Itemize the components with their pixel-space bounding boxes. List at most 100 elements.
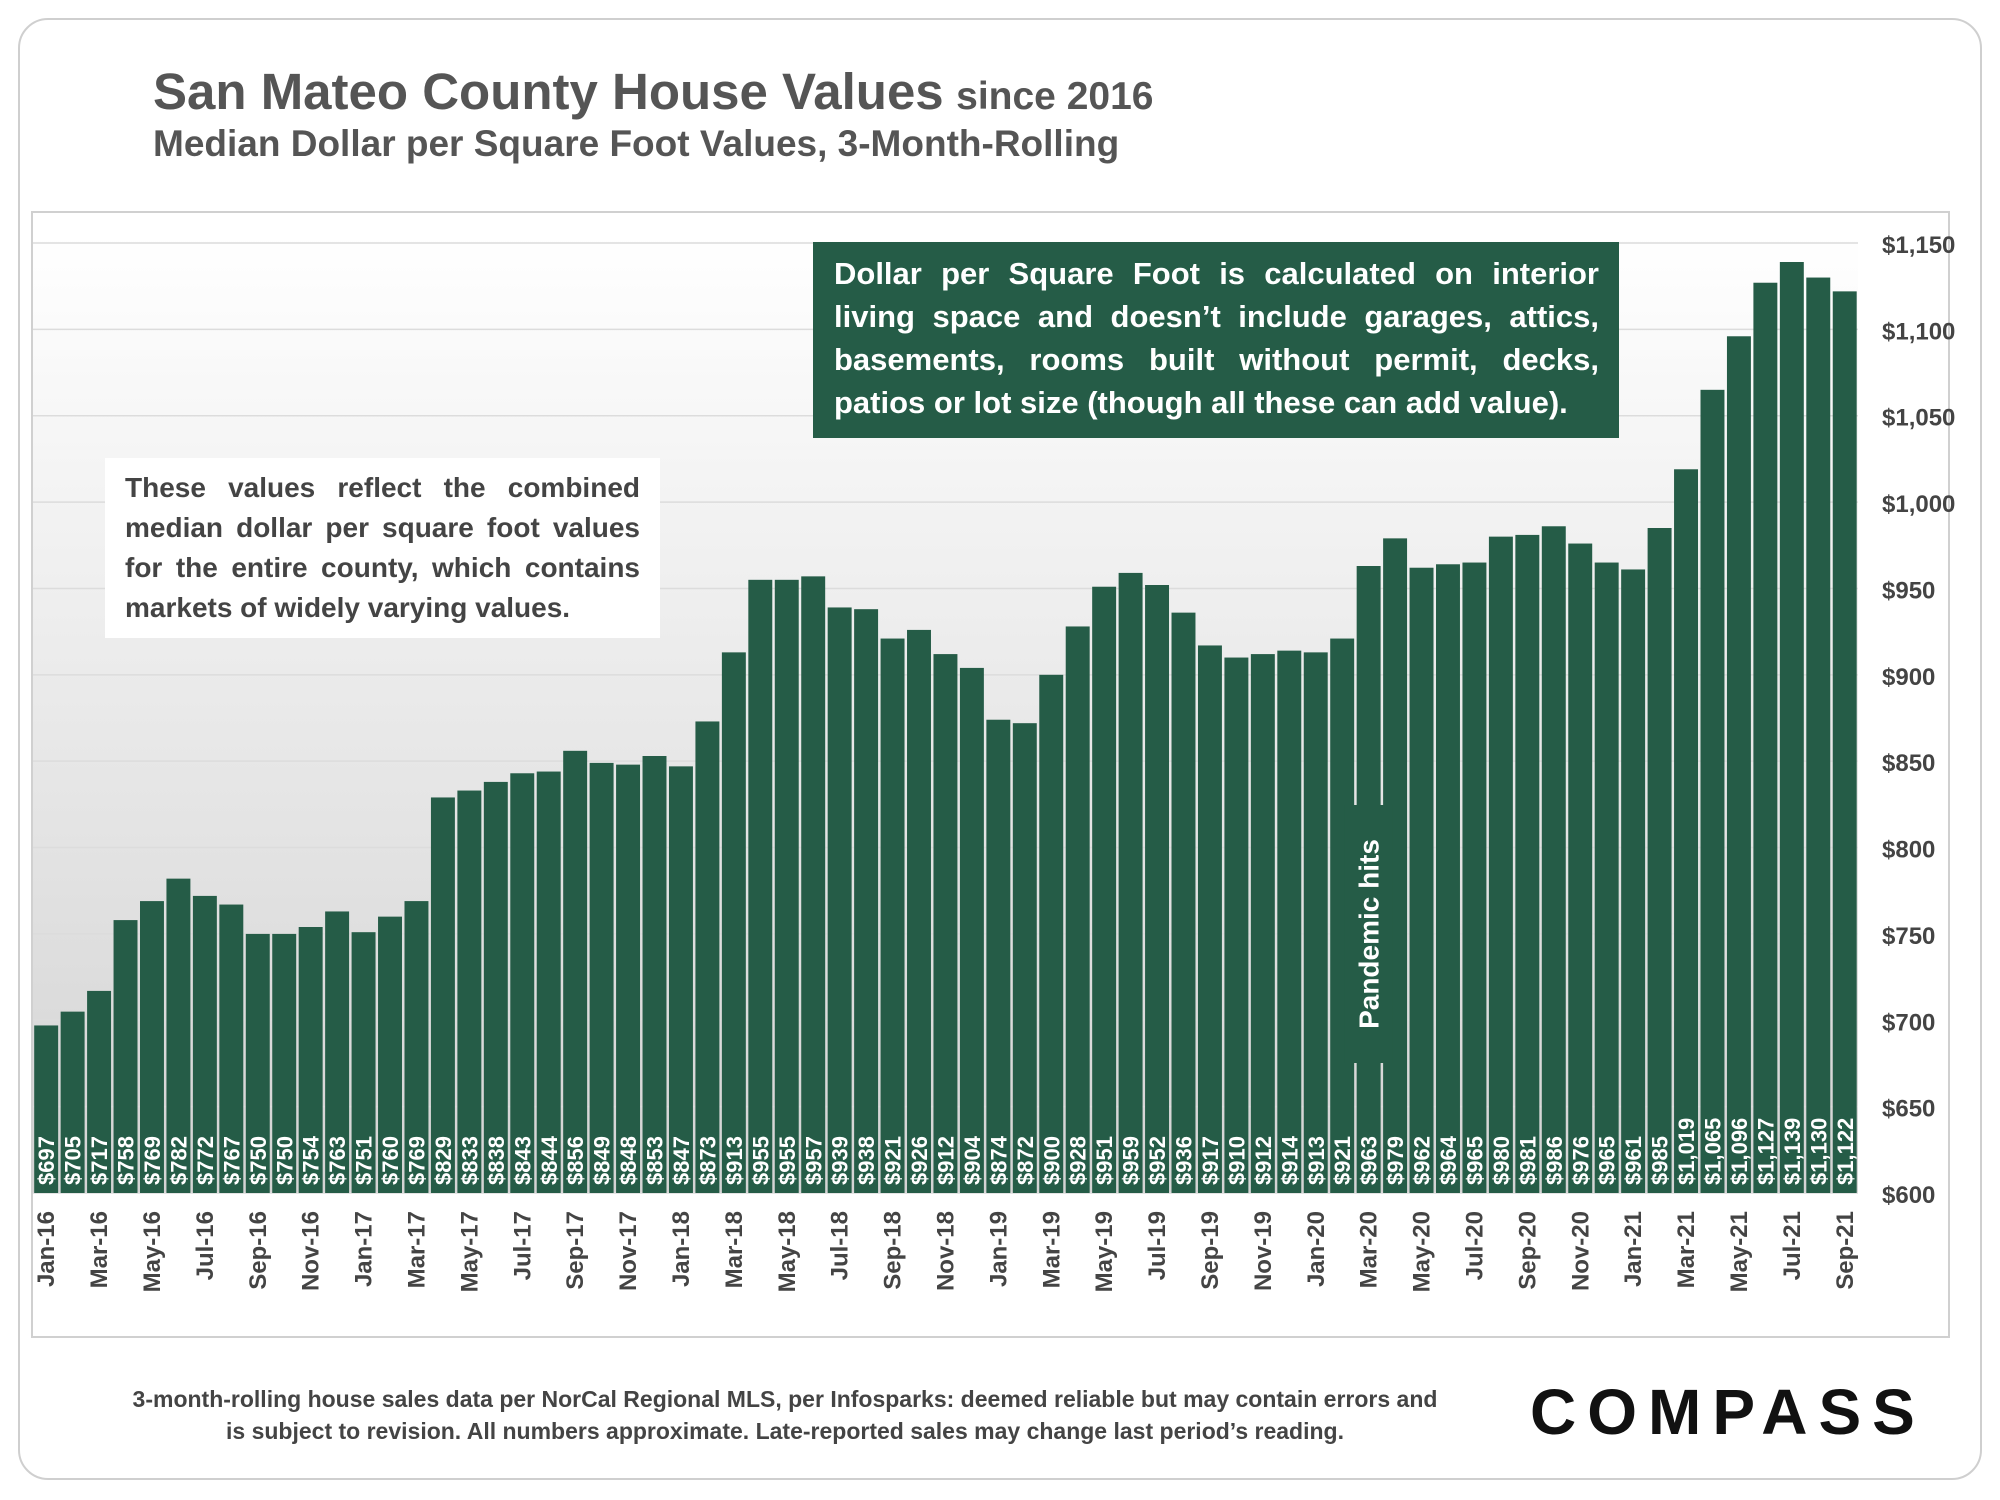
x-tick-label: May-20 bbox=[1409, 1211, 1436, 1292]
bar-value-label: $849 bbox=[590, 1136, 615, 1185]
bar bbox=[1594, 562, 1619, 1193]
bar-value-label: $1,127 bbox=[1753, 1118, 1778, 1185]
x-tick-label: Jul-19 bbox=[1144, 1211, 1171, 1280]
bar-value-label: $985 bbox=[1648, 1136, 1673, 1185]
bar bbox=[166, 878, 191, 1193]
bar bbox=[510, 773, 535, 1193]
bar-value-label: $917 bbox=[1198, 1136, 1223, 1185]
x-tick-label: Sep-21 bbox=[1832, 1211, 1859, 1290]
x-tick-label: May-17 bbox=[456, 1211, 483, 1292]
bar-value-label: $955 bbox=[775, 1136, 800, 1185]
bar bbox=[1726, 336, 1751, 1194]
bar-value-label: $938 bbox=[854, 1136, 879, 1185]
bar bbox=[1065, 626, 1090, 1193]
bar bbox=[854, 609, 879, 1193]
bar bbox=[378, 916, 402, 1193]
x-tick-label: Jan-17 bbox=[351, 1211, 378, 1287]
x-tick-label: Jan-16 bbox=[33, 1211, 60, 1287]
bar bbox=[1647, 528, 1672, 1193]
bar bbox=[1303, 652, 1328, 1193]
bar-value-label: $1,139 bbox=[1780, 1118, 1805, 1185]
bar-value-label: $847 bbox=[669, 1136, 694, 1185]
bar-value-label: $965 bbox=[1595, 1136, 1620, 1185]
bar bbox=[192, 895, 217, 1193]
bar bbox=[959, 667, 984, 1193]
bar bbox=[1118, 572, 1143, 1193]
bar-value-label: $833 bbox=[457, 1136, 482, 1185]
y-tick-label: $700 bbox=[1882, 1009, 1935, 1036]
bar bbox=[457, 790, 482, 1193]
chart-title-suffix: since 2016 bbox=[956, 75, 1154, 118]
bar-value-label: $754 bbox=[299, 1135, 324, 1185]
bar-value-label: $848 bbox=[616, 1136, 641, 1185]
x-tick-label: Jul-16 bbox=[192, 1211, 219, 1280]
bar-value-label: $981 bbox=[1515, 1136, 1540, 1185]
bar-value-label: $750 bbox=[246, 1136, 271, 1185]
bar-value-label: $697 bbox=[34, 1136, 59, 1185]
x-tick-label: Sep-17 bbox=[562, 1211, 589, 1290]
bar-value-label: $1,065 bbox=[1701, 1118, 1726, 1185]
bar bbox=[298, 927, 323, 1193]
bar bbox=[827, 607, 852, 1193]
bar-value-label: $962 bbox=[1410, 1136, 1435, 1185]
bar bbox=[272, 933, 297, 1193]
bar-value-label: $772 bbox=[193, 1136, 218, 1185]
x-tick-label: Jan-19 bbox=[985, 1211, 1012, 1287]
y-tick-label: $850 bbox=[1882, 750, 1935, 777]
bar-value-label: $926 bbox=[907, 1136, 932, 1185]
bar bbox=[801, 576, 826, 1193]
bar-value-label: $872 bbox=[1013, 1136, 1038, 1185]
bar bbox=[1621, 569, 1646, 1193]
bar bbox=[139, 901, 164, 1193]
bar-value-label: $763 bbox=[325, 1136, 350, 1185]
x-tick-label: Nov-19 bbox=[1250, 1211, 1277, 1291]
bar bbox=[483, 781, 508, 1193]
county-values-note: These values reflect the combined median… bbox=[105, 458, 660, 638]
bar bbox=[1409, 567, 1434, 1193]
y-tick-label: $800 bbox=[1882, 837, 1935, 864]
bar bbox=[1515, 534, 1540, 1193]
bar-value-label: $900 bbox=[1039, 1136, 1064, 1185]
bar bbox=[1832, 291, 1857, 1193]
x-tick-label: Jan-20 bbox=[1303, 1211, 1330, 1287]
bar bbox=[1462, 562, 1487, 1193]
x-tick-label: Sep-16 bbox=[245, 1211, 272, 1290]
x-tick-label: Sep-20 bbox=[1514, 1211, 1541, 1290]
bar-value-label: $782 bbox=[166, 1136, 191, 1185]
x-tick-label: Jul-18 bbox=[827, 1211, 854, 1280]
bar bbox=[589, 762, 614, 1193]
bar bbox=[325, 911, 350, 1193]
x-tick-label: May-18 bbox=[774, 1211, 801, 1292]
bar bbox=[933, 654, 958, 1193]
x-tick-label: Jul-21 bbox=[1779, 1211, 1806, 1280]
bar bbox=[1039, 674, 1064, 1193]
y-tick-label: $950 bbox=[1882, 577, 1935, 604]
bar bbox=[1753, 282, 1778, 1193]
bar-value-label: $936 bbox=[1172, 1136, 1197, 1185]
bar-value-label: $758 bbox=[114, 1136, 139, 1185]
y-tick-label: $750 bbox=[1882, 923, 1935, 950]
bar bbox=[907, 629, 931, 1193]
bar-value-label: $912 bbox=[934, 1136, 959, 1185]
x-tick-label: Mar-19 bbox=[1038, 1211, 1065, 1288]
bar-value-label: $717 bbox=[87, 1136, 112, 1185]
bar-value-label: $963 bbox=[1357, 1136, 1382, 1185]
bar-value-label: $914 bbox=[1277, 1135, 1302, 1185]
bar-value-label: $986 bbox=[1542, 1136, 1567, 1185]
bar bbox=[1488, 536, 1513, 1193]
bar-value-label: $979 bbox=[1383, 1136, 1408, 1185]
x-tick-label: Mar-17 bbox=[404, 1211, 431, 1288]
x-tick-label: Mar-20 bbox=[1356, 1211, 1383, 1288]
bar-value-label: $843 bbox=[510, 1136, 535, 1185]
bar-value-label: $769 bbox=[405, 1136, 430, 1185]
y-tick-label: $600 bbox=[1882, 1182, 1935, 1209]
source-footnote: 3-month-rolling house sales data per Nor… bbox=[132, 1386, 1438, 1444]
y-tick-label: $900 bbox=[1882, 664, 1935, 691]
x-tick-label: Sep-18 bbox=[880, 1211, 907, 1290]
bar-value-label: $964 bbox=[1436, 1135, 1461, 1185]
bar bbox=[245, 933, 270, 1193]
bar-value-label: $952 bbox=[1145, 1136, 1170, 1185]
chart-title: San Mateo County House Values bbox=[153, 63, 944, 120]
bar-value-label: $767 bbox=[219, 1136, 244, 1185]
bar-value-label: $705 bbox=[61, 1136, 86, 1185]
